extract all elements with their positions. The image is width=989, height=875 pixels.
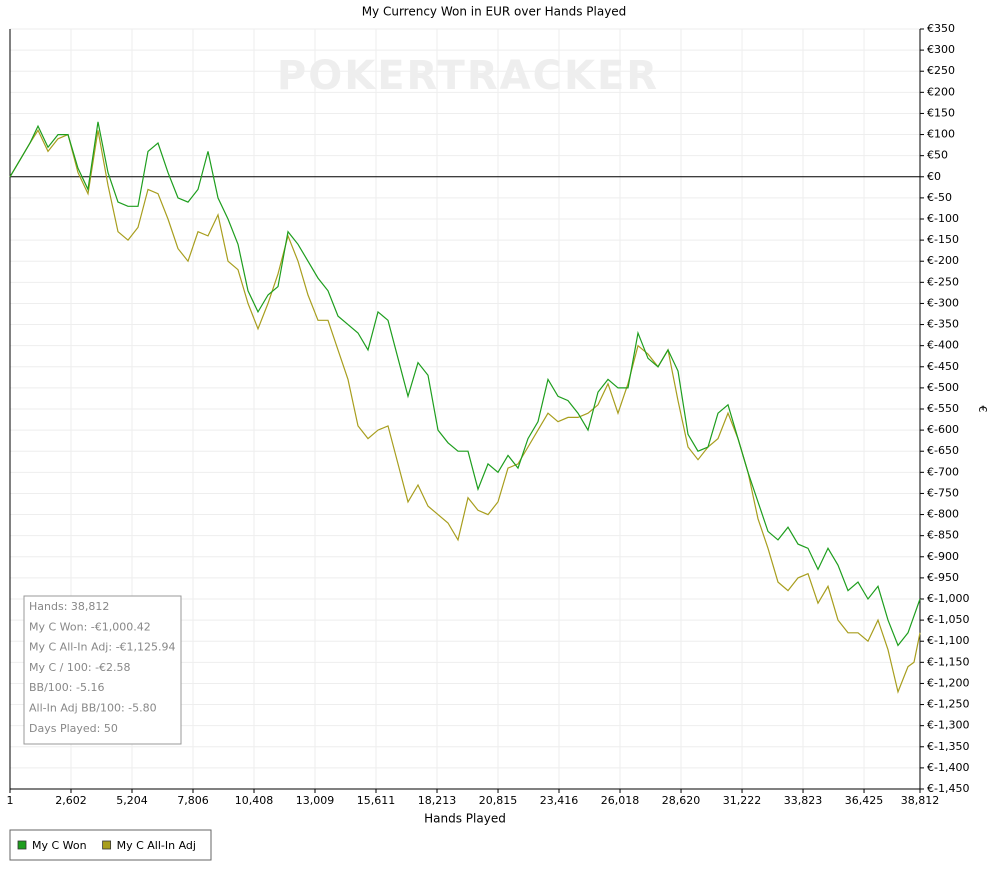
y-tick-label: €-600 [927,423,959,436]
x-tick-label: 31,222 [723,794,762,807]
x-tick-label: 5,204 [116,794,148,807]
x-tick-label: 13,009 [296,794,335,807]
y-tick-label: €0 [927,170,941,183]
y-tick-label: €-1,450 [927,782,969,795]
stat-line: Days Played: 50 [29,722,118,735]
y-tick-label: €-1,200 [927,676,969,689]
stat-line: All-In Adj BB/100: -5.80 [29,702,157,715]
y-tick-label: €250 [927,64,955,77]
y-tick-label: €-300 [927,296,959,309]
y-tick-label: €-650 [927,444,959,457]
legend-swatch [102,840,112,850]
stats-box [23,595,182,745]
legend-swatch [17,840,27,850]
x-tick-label: 28,620 [662,794,701,807]
x-tick-label: 2,602 [55,794,87,807]
watermark: POKERTRACKER [277,53,659,99]
y-tick-label: €-750 [927,486,959,499]
y-tick-label: €-550 [927,402,959,415]
legend-label: My C All-In Adj [117,839,196,852]
y-tick-label: €50 [927,149,948,162]
x-tick-label: 18,213 [418,794,457,807]
x-tick-label: 23,416 [540,794,579,807]
y-tick-label: €-200 [927,254,959,267]
y-tick-label: €350 [927,22,955,35]
y-tick-label: €-400 [927,339,959,352]
y-tick-label: €-1,350 [927,740,969,753]
y-axis-label: € [976,406,989,413]
y-tick-label: €-150 [927,233,959,246]
x-tick-label: 36,425 [845,794,884,807]
chart-title: My Currency Won in EUR over Hands Played [362,5,627,19]
y-tick-label: €-50 [927,191,952,204]
y-tick-label: €-1,300 [927,719,969,732]
stat-line: Hands: 38,812 [29,600,109,613]
y-tick-label: €-1,050 [927,613,969,626]
y-tick-label: €-950 [927,571,959,584]
y-tick-label: €100 [927,128,955,141]
x-tick-label: 20,815 [479,794,518,807]
x-tick-label: 7,806 [177,794,209,807]
x-tick-label: 1 [7,794,14,807]
x-axis-label: Hands Played [424,812,506,826]
x-tick-label: 33,823 [784,794,823,807]
legend-label: My C Won [32,839,87,852]
y-tick-label: €-900 [927,550,959,563]
stat-line: My C / 100: -€2.58 [29,661,131,674]
y-tick-label: €-1,400 [927,761,969,774]
stat-line: My C Won: -€1,000.42 [29,620,151,633]
y-tick-label: €200 [927,85,955,98]
y-tick-label: €-1,250 [927,698,969,711]
y-tick-label: €-500 [927,381,959,394]
stat-line: My C All-In Adj: -€1,125.94 [29,641,176,654]
x-tick-label: 10,408 [235,794,274,807]
series-line [9,121,921,647]
y-tick-label: €-450 [927,360,959,373]
x-tick-label: 15,611 [357,794,396,807]
stat-line: BB/100: -5.16 [29,681,104,694]
y-tick-label: €-100 [927,212,959,225]
series-line [9,129,921,694]
y-tick-label: €-700 [927,465,959,478]
y-tick-label: €-250 [927,275,959,288]
y-tick-label: €-800 [927,508,959,521]
y-tick-label: €300 [927,43,955,56]
x-tick-label: 26,018 [601,794,640,807]
y-tick-label: €-1,000 [927,592,969,605]
y-tick-label: €-350 [927,318,959,331]
y-tick-label: €150 [927,106,955,119]
y-tick-label: €-1,150 [927,655,969,668]
x-tick-label: 38,812 [901,794,940,807]
y-tick-label: €-1,100 [927,634,969,647]
y-tick-label: €-850 [927,529,959,542]
